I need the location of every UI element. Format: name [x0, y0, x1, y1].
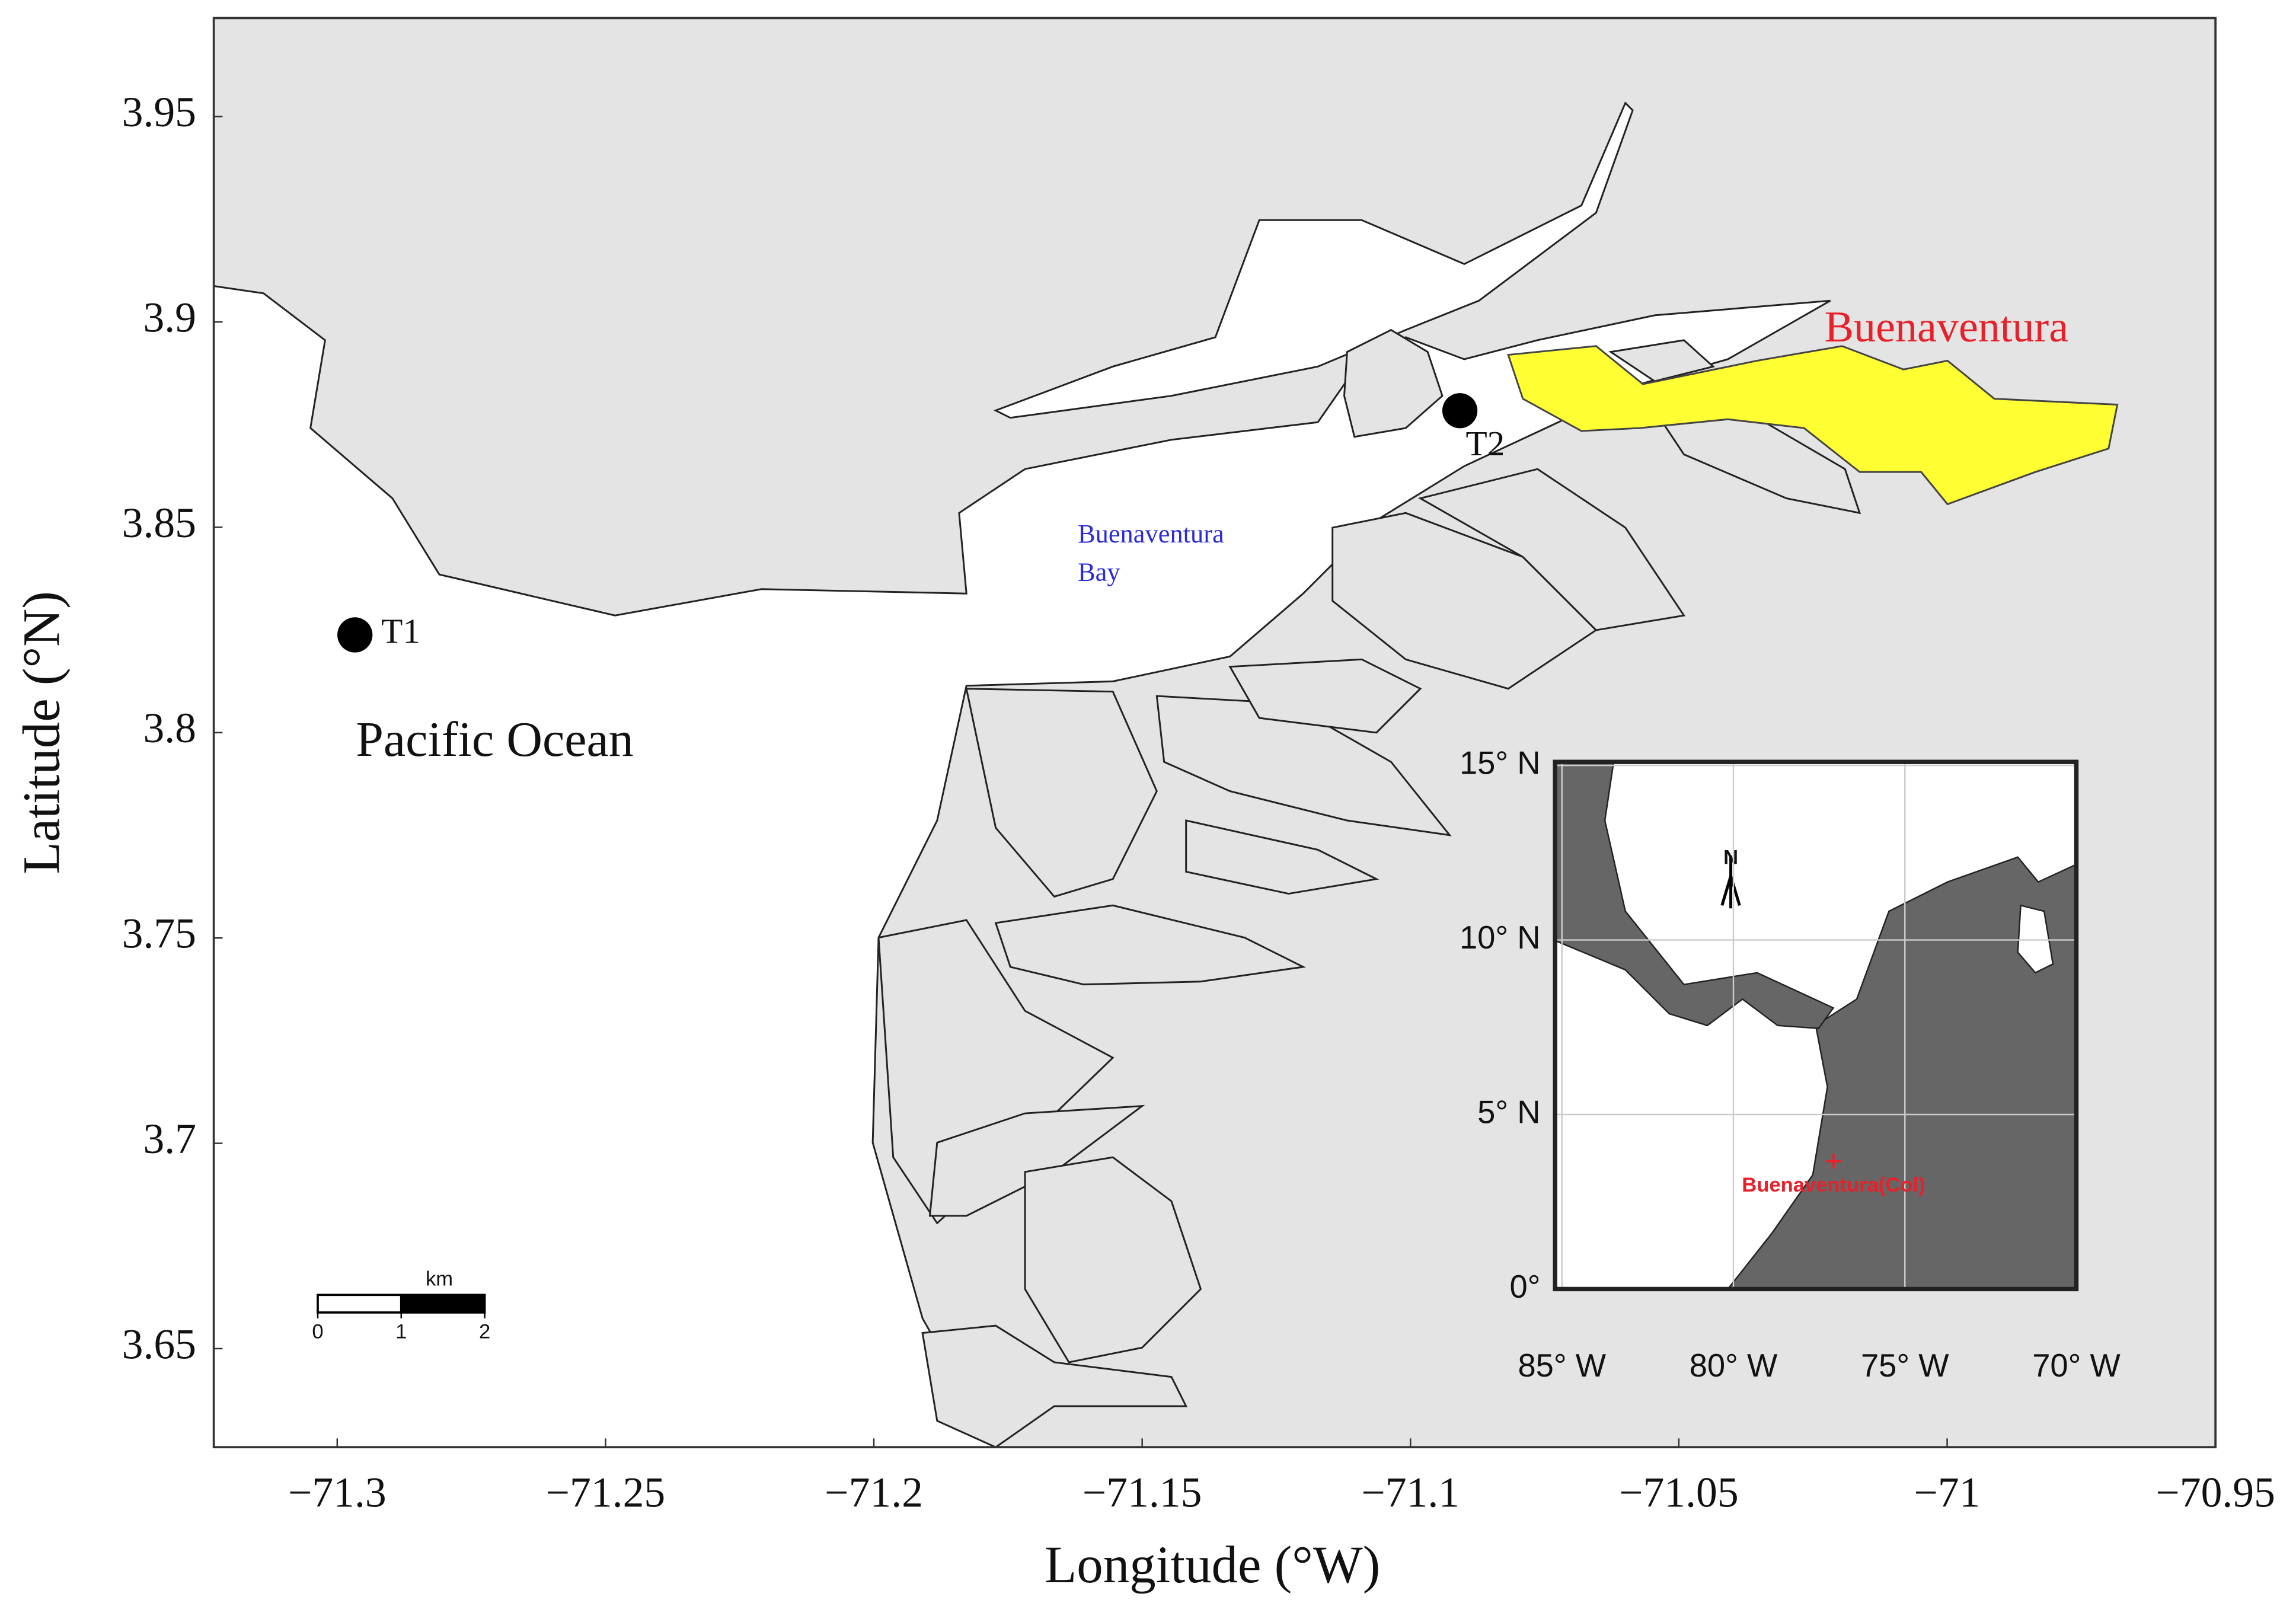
scale-segment [317, 1294, 403, 1314]
north-arrow [1720, 855, 1741, 909]
city-label: Buenaventura [1825, 303, 2068, 352]
inset-x-tick-label: 85° W [1518, 1347, 1606, 1384]
scale-tick-label: 1 [395, 1321, 407, 1343]
bay-label: Buenaventura [1078, 519, 1224, 548]
island [1331, 512, 1598, 690]
ocean-label: Pacific Ocean [356, 712, 634, 767]
scale-tick-label: 2 [479, 1321, 490, 1343]
northern-channel [993, 101, 1634, 419]
inset-x-tick-label: 80° W [1690, 1347, 1778, 1384]
island [994, 904, 1307, 986]
x-tick-label: −71.15 [1082, 1470, 1202, 1516]
island [1185, 819, 1379, 895]
island [1608, 339, 1715, 382]
island [1024, 1156, 1202, 1363]
urban-area [1507, 345, 2119, 506]
island [1228, 658, 1422, 734]
inset-land [1554, 761, 1835, 1030]
x-tick-label: −71.3 [288, 1470, 387, 1516]
x-tick-label: −70.95 [2156, 1470, 2275, 1516]
y-tick-label: 3.95 [122, 89, 196, 136]
inset-y-tick-label: 5° N [1477, 1094, 1540, 1130]
x-axis-label: Longitude (°W) [1045, 1536, 1380, 1594]
y-tick-label: 3.65 [122, 1321, 196, 1368]
island [921, 1324, 1188, 1448]
island [965, 688, 1158, 898]
y-tick-label: 3.85 [122, 500, 196, 547]
x-tick-label: −71.1 [1361, 1470, 1460, 1516]
station-label: T1 [381, 612, 420, 651]
station-marker [1442, 393, 1478, 429]
y-tick-label: 3.7 [143, 1116, 196, 1163]
scale-tick-label: 0 [312, 1321, 323, 1343]
inset-city-marker [1826, 1154, 1841, 1169]
inset-y-tick-label: 10° N [1460, 919, 1540, 956]
inset-x-tick-label: 75° W [1861, 1347, 1949, 1384]
inset-y-tick-label: 0° [1510, 1269, 1541, 1305]
y-axis-label: Latitude (°N) [12, 591, 71, 874]
station-marker [337, 617, 373, 653]
x-tick-label: −71.05 [1619, 1470, 1739, 1516]
inset-y-tick-label: 15° N [1460, 745, 1540, 781]
x-tick-label: −71.25 [546, 1470, 666, 1516]
y-tick-label: 3.75 [122, 911, 196, 957]
scale-bar: km [317, 1268, 486, 1314]
inset-map: N Buenaventura(Col) [1553, 759, 2079, 1292]
x-tick-label: −71 [1914, 1470, 1981, 1516]
bay-label: Bay [1078, 557, 1120, 586]
station-label: T2 [1465, 424, 1505, 463]
inset-frame [1553, 759, 2079, 1292]
inset-lake [2017, 904, 2054, 974]
inset-city-label: Buenaventura(Col) [1742, 1174, 1925, 1196]
island [1343, 328, 1444, 438]
island [1417, 468, 1686, 631]
y-tick-label: 3.8 [143, 705, 196, 752]
map-area [213, 18, 2216, 1448]
x-tick-label: −71.2 [825, 1470, 923, 1516]
scale-unit: km [426, 1268, 453, 1291]
inset-x-tick-label: 70° W [2032, 1347, 2121, 1384]
ocean-water [213, 285, 1831, 1448]
scale-segment [400, 1294, 486, 1314]
y-tick-label: 3.9 [143, 295, 196, 341]
north-label: N [1723, 846, 1738, 868]
